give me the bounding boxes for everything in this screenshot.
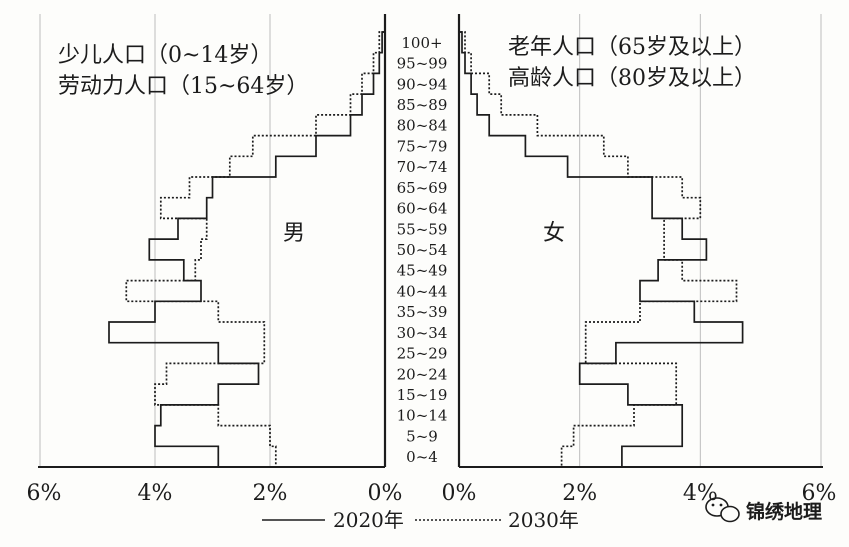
grid-lines — [39, 14, 822, 467]
age-label-40~44: 40~44 — [397, 282, 448, 300]
wechat-icon — [705, 497, 740, 523]
age-label-50~54: 50~54 — [397, 241, 448, 259]
legend: 2020年 2030年 — [262, 508, 579, 532]
female-label: 女 — [543, 221, 565, 246]
x-tick-right-4: 4% — [683, 481, 718, 506]
annotation-children: 少儿人口（0~14岁） — [58, 43, 272, 68]
legend-dotted-label: 2030年 — [508, 508, 579, 532]
age-label-25~29: 25~29 — [397, 345, 448, 363]
age-label-65~69: 65~69 — [397, 179, 448, 197]
age-label-20~24: 20~24 — [397, 365, 448, 383]
watermark-text: 锦绣地理 — [746, 500, 822, 523]
age-label-45~49: 45~49 — [397, 262, 448, 280]
age-label-10~14: 10~14 — [397, 407, 448, 425]
x-tick-left-0: 0% — [368, 481, 403, 506]
age-label-35~39: 35~39 — [397, 303, 448, 321]
age-label-60~64: 60~64 — [397, 200, 448, 218]
age-label-70~74: 70~74 — [397, 158, 448, 176]
age-label-100+: 100+ — [401, 34, 442, 52]
x-tick-left-4: 4% — [138, 481, 173, 506]
annotation-working-age: 劳动力人口（15~64岁） — [58, 74, 308, 99]
x-tick-right-6: 6% — [802, 481, 837, 506]
age-label-55~59: 55~59 — [397, 220, 448, 238]
age-label-0~4: 0~4 — [406, 448, 438, 466]
series-2020-female — [459, 31, 744, 468]
x-tick-left-6: 6% — [27, 481, 62, 506]
series-2030-female — [459, 31, 738, 468]
age-label-85~89: 85~89 — [397, 96, 448, 114]
watermark: 锦绣地理 — [705, 497, 822, 523]
x-tick-right-2: 2% — [562, 481, 597, 506]
age-label-90~94: 90~94 — [397, 75, 448, 93]
age-label-80~84: 80~84 — [397, 117, 448, 135]
age-label-5~9: 5~9 — [406, 427, 438, 445]
annotation-elderly: 老年人口（65岁及以上） — [508, 35, 756, 60]
x-tick-left-2: 2% — [253, 481, 288, 506]
age-label-95~99: 95~99 — [397, 55, 448, 73]
series-2030-male — [125, 31, 385, 468]
male-label: 男 — [283, 221, 305, 246]
legend-solid-label: 2020年 — [333, 508, 404, 532]
age-label-75~79: 75~79 — [397, 137, 448, 155]
x-tick-right-0: 0% — [442, 481, 477, 506]
series-lines — [108, 31, 744, 468]
series-2020-male — [108, 31, 385, 468]
annotation-very-elderly: 高龄人口（80岁及以上） — [508, 66, 756, 91]
axes — [38, 14, 823, 468]
age-label-15~19: 15~19 — [397, 386, 448, 404]
labels: 6% 4% 2% 0% 0% 2% 4% 6% 0~4 5~9 10~14 15~19 20~24 25~… — [27, 34, 837, 506]
age-label-30~34: 30~34 — [397, 324, 448, 342]
